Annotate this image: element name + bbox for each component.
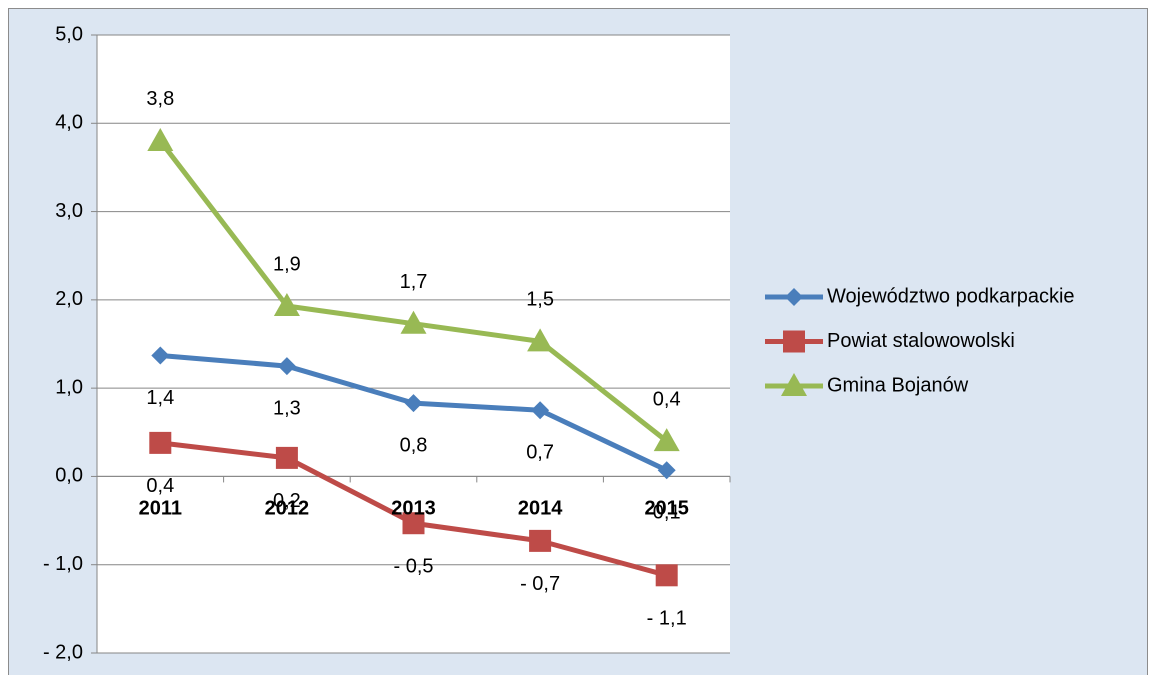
marker (783, 330, 805, 353)
data-label: 3,8 (146, 88, 174, 110)
y-tick-label: 3,0 (55, 200, 83, 222)
y-tick-label: - 1,0 (43, 553, 83, 575)
data-label: 1,9 (273, 253, 301, 275)
y-tick-label: 1,0 (55, 376, 83, 398)
data-label: 1,4 (146, 387, 174, 409)
grid (91, 34, 731, 654)
marker (402, 512, 425, 535)
data-label: - 0,7 (520, 573, 560, 595)
data-label: 0,2 (273, 490, 301, 512)
x-tick-label: 2011 (139, 498, 182, 520)
data-label: 1,5 (526, 289, 554, 311)
y-tick-label: 5,0 (55, 23, 83, 45)
marker (273, 293, 300, 317)
marker (785, 288, 803, 306)
plot-area (97, 35, 730, 653)
marker (653, 428, 680, 452)
marker (781, 373, 807, 396)
marker (655, 564, 678, 587)
x-tick-label: 2014 (518, 498, 563, 520)
data-label: - 1,1 (647, 608, 687, 630)
data-label: 0,8 (400, 434, 428, 456)
marker (529, 529, 552, 552)
y-tick-label: 2,0 (55, 288, 83, 310)
marker (147, 127, 174, 151)
x-tick-label: 2015 (644, 498, 689, 520)
data-label: - 0,5 (393, 556, 433, 578)
legend-label: Powiat stalowowolski (827, 330, 1015, 352)
marker (151, 346, 170, 365)
data-label: 1,3 (273, 397, 301, 419)
marker (275, 446, 298, 469)
y-tick-label: - 2,0 (43, 641, 83, 663)
data-label: 1,7 (400, 271, 428, 293)
x-tick-label: 2012 (265, 498, 310, 520)
marker (400, 310, 427, 334)
marker (404, 394, 423, 413)
marker (149, 431, 172, 454)
marker (527, 328, 554, 352)
y-tick-label: 0,0 (55, 465, 83, 487)
marker (657, 461, 676, 480)
marker (277, 357, 296, 376)
data-label: 0,4 (146, 475, 174, 497)
marks (147, 127, 823, 587)
x-tick-label: 2013 (391, 498, 436, 520)
data-label: 0,4 (653, 388, 681, 410)
data-label: 0,7 (526, 441, 554, 463)
data-label: 0,1 (653, 502, 681, 524)
legend-label: Gmina Bojanów (827, 374, 969, 396)
marker (531, 401, 550, 420)
legend-label: Województwo podkarpackie (827, 285, 1075, 307)
y-tick-label: 4,0 (55, 112, 83, 134)
